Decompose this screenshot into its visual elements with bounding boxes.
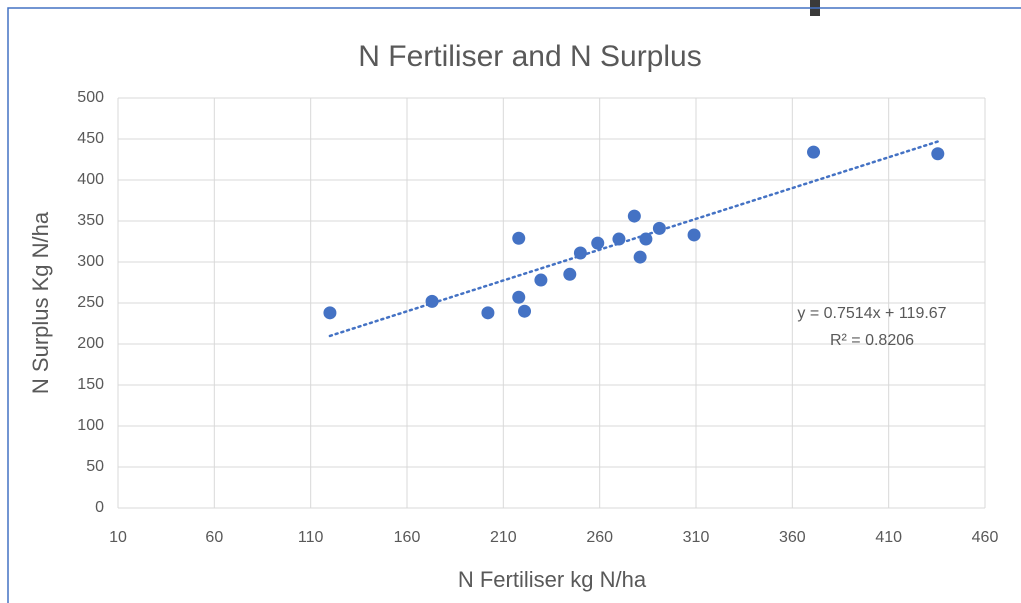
scatter-point: [627, 209, 641, 223]
scatter-point: [652, 221, 666, 235]
y-tick-label: 100: [77, 417, 104, 434]
y-tick-label: 50: [86, 458, 104, 475]
x-axis-label: N Fertiliser kg N/ha: [458, 567, 647, 592]
scatter-point: [639, 232, 653, 246]
x-tick-label: 210: [490, 529, 517, 546]
y-tick-label: 150: [77, 376, 104, 393]
scatter-point: [573, 246, 587, 260]
scatter-point: [687, 228, 701, 242]
y-tick-label: 0: [95, 499, 104, 516]
chart-title: N Fertiliser and N Surplus: [358, 40, 701, 73]
scatter-point: [807, 145, 821, 159]
trendline-equation: y = 0.7514x + 119.67: [797, 305, 946, 322]
x-tick-label: 260: [586, 529, 613, 546]
y-axis-label: N Surplus Kg N/ha: [28, 211, 53, 394]
x-tick-label: 110: [298, 529, 324, 546]
scatter-point: [425, 294, 439, 308]
y-tick-label: 350: [77, 212, 104, 229]
trendline-r2: R² = 0.8206: [830, 332, 914, 349]
scatter-point: [633, 250, 647, 264]
frame: [7, 7, 1021, 603]
x-tick-label: 10: [109, 529, 127, 546]
trendline: [328, 140, 940, 338]
scatter-point: [591, 236, 605, 250]
scatter-point: [481, 306, 495, 320]
x-tick-label: 460: [972, 529, 999, 546]
y-tick-label: 300: [77, 253, 104, 270]
x-tick-label: 410: [875, 529, 902, 546]
x-tick-label: 310: [683, 529, 710, 546]
scatter-point: [612, 232, 626, 246]
y-tick-label: 400: [77, 171, 104, 188]
scatter-point: [512, 290, 526, 304]
scatter-point: [931, 147, 945, 161]
x-tick-label: 360: [779, 529, 806, 546]
scatter-point: [518, 304, 532, 318]
x-tick-label: 60: [205, 529, 223, 546]
scatter-point: [323, 306, 337, 320]
y-tick-label: 200: [77, 335, 104, 352]
y-tick-label: 450: [77, 130, 104, 147]
x-tick-label: 160: [394, 529, 421, 546]
scatter-point: [563, 267, 577, 281]
scatter-point: [512, 231, 526, 245]
y-tick-label: 500: [77, 89, 104, 106]
scatter-point: [534, 273, 548, 287]
y-tick-label: 250: [77, 294, 104, 311]
